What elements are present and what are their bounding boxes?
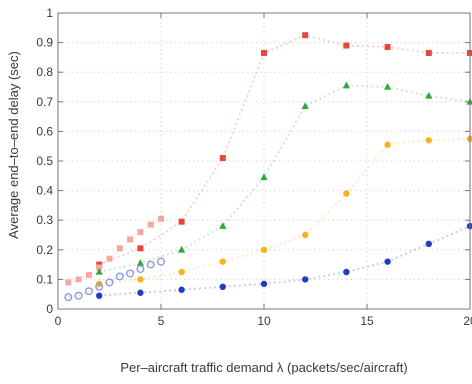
y-tick-label: 0 [46,302,53,316]
y-tick-label: 0.5 [36,154,53,168]
x-tick-label: 20 [463,314,472,328]
plot-frame [57,12,471,310]
series-1-point-0 [65,279,72,286]
series-5-point-4 [105,278,114,287]
y-tick-label: 1 [46,6,53,20]
y-tick-label: 0.2 [36,243,53,257]
grid [58,13,470,309]
y-tick-label: 0.4 [36,184,53,198]
y-tick-label: 0.9 [36,36,53,50]
series-2-point-0 [95,268,103,275]
series-1-line [68,217,162,284]
series-3-point-2 [178,268,185,276]
series-3-line [99,137,471,285]
series-5-point-1 [74,291,83,300]
series-2-point-8 [425,91,433,99]
y-tick-label: 0.6 [36,124,53,138]
series-1-point-6 [127,236,134,243]
series-4-point-2 [178,286,185,293]
series-4-point-0 [96,292,103,299]
series-0-point-8 [425,49,432,56]
x-tick-label: 15 [360,314,374,328]
trend-lines [68,34,471,299]
x-tick-label: 5 [158,314,165,328]
series-0-line [98,34,470,266]
series-4-point-5 [302,276,309,283]
x-tick-label: 10 [257,314,271,328]
series-4-point-4 [260,280,268,288]
data-points [64,32,472,302]
series-1-point-5 [116,245,123,252]
series-5-point-6 [126,269,135,278]
series-2-point-2 [178,245,186,253]
series-4-point-6 [343,268,350,276]
series-1-point-8 [147,221,154,228]
series-5-point-7 [136,265,145,274]
series-5-point-3 [95,282,104,291]
series-2-point-4 [260,173,268,181]
y-tick-label: 0.7 [36,95,53,109]
series-0-point-6 [343,42,350,49]
series-5-point-9 [156,257,165,266]
series-3-point-4 [260,246,268,253]
series-2-point-5 [301,102,309,110]
series-1-point-4 [106,255,113,262]
x-tick-label: 0 [55,314,62,328]
series-5-point-8 [146,260,155,269]
series-3-point-9 [466,135,472,142]
y-tick-label: 0.8 [36,65,53,79]
series-2-line [98,84,471,273]
series-2-point-7 [384,83,392,90]
series-4-point-7 [384,258,391,265]
y-tick-label: 0.3 [36,213,53,227]
series-1-point-9 [158,215,164,222]
series-3-point-5 [302,231,309,239]
series-3-point-3 [219,258,226,265]
series-4-line [99,225,471,297]
x-axis-label: Per–aircraft traffic demand λ (packets/s… [120,360,407,375]
series-0-point-5 [302,32,309,39]
y-tick-label: 0.1 [36,272,53,286]
series-3-point-7 [384,141,391,148]
series-0-point-4 [261,49,267,56]
series-5-point-0 [64,293,73,302]
series-0-point-3 [219,155,226,162]
series-4-point-3 [219,283,226,290]
series-2-point-6 [342,81,350,89]
series-3-point-6 [343,190,350,197]
series-4-point-8 [425,240,432,248]
series-2-point-9 [466,97,472,105]
series-4-point-1 [137,289,144,296]
series-2-point-1 [136,259,144,266]
series-1-point-3 [96,264,103,271]
series-5-point-2 [84,287,93,296]
series-4-point-9 [466,222,472,230]
ticks: 00.10.20.30.40.50.60.70.80.9105101520 [36,6,472,328]
series-0-point-2 [178,218,185,225]
y-axis-label: Average end–to–end delay (sec) [6,51,21,239]
series-3-point-1 [137,276,144,283]
series-0-point-7 [384,44,391,51]
series-1-point-2 [85,271,92,278]
series-2-point-3 [219,222,227,229]
series-5-point-5 [115,272,124,281]
series-5-line [68,260,162,299]
series-1-point-1 [75,276,82,283]
series-3-point-8 [425,137,432,144]
series-1-point-7 [137,229,144,236]
series-0-point-1 [137,245,144,252]
